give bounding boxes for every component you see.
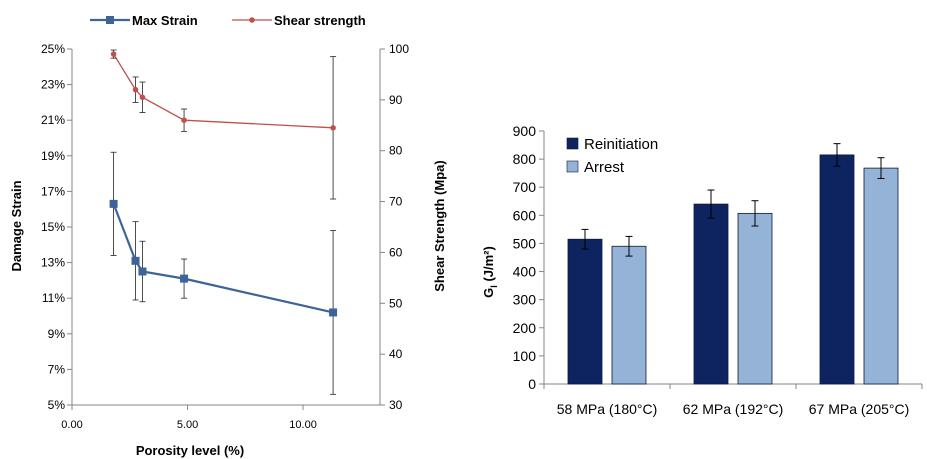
left-y-tick-label: 21% xyxy=(41,113,65,127)
bar-y-axis-title: GI (J/m²) xyxy=(481,246,499,298)
right-y-tick-label: 80 xyxy=(389,144,403,158)
bar-y-tick-label: 800 xyxy=(513,151,537,167)
right-y-tick-label: 60 xyxy=(389,245,403,259)
bar-category-label: 58 MPa (180°C) xyxy=(557,401,658,417)
right-y-tick-label: 70 xyxy=(389,195,403,209)
shear-strength-marker xyxy=(330,125,336,131)
left-y-tick-label: 23% xyxy=(41,78,65,92)
right-y-tick-label: 100 xyxy=(389,42,409,56)
shear-strength-marker xyxy=(132,86,139,93)
left-y-tick-label: 5% xyxy=(48,398,66,412)
right-y-tick-label: 50 xyxy=(389,296,403,310)
arrest-bar xyxy=(611,245,647,385)
max-strain-marker xyxy=(329,308,338,317)
bar-y-tick-label: 0 xyxy=(528,376,536,392)
bar-y-tick-label: 400 xyxy=(513,264,537,280)
reinitiation-bar xyxy=(693,203,729,385)
right-y-tick-label: 30 xyxy=(389,398,403,412)
bar-legend: Reinitiation Arrest xyxy=(566,136,658,176)
left-y-tick-label: 25% xyxy=(41,42,65,56)
porosity-line-chart: 5% 7% 9% 11% 13% 15% 17% 19% 21% 23% 25% 30 40 50 60 70… xyxy=(9,13,447,458)
shear-strength-marker xyxy=(110,51,117,57)
bar-y-tick-label: 100 xyxy=(513,348,537,364)
shear-strength-line xyxy=(113,53,334,129)
left-series-marks xyxy=(109,49,338,395)
bar-series-marks xyxy=(567,143,899,385)
legend-max-strain-label: Max Strain xyxy=(132,13,198,28)
x-tick-label: 10.00 xyxy=(289,419,317,431)
max-strain-line xyxy=(112,203,334,314)
bar-y-tick-label: 600 xyxy=(513,207,537,223)
left-y-tick-label: 7% xyxy=(48,362,66,376)
bar-category-label: 67 MPa (205°C) xyxy=(809,401,910,417)
legend-arrest-label: Arrest xyxy=(584,159,625,176)
arrest-bar xyxy=(863,167,899,385)
right-y-axis-title: Shear Strength (Mpa) xyxy=(432,160,447,291)
left-y-axis-title: Damage Strain xyxy=(9,180,24,271)
right-y-tick-label: 90 xyxy=(389,93,403,107)
bar-y-tick-label: 300 xyxy=(513,292,537,308)
bar-y-tick-label: 500 xyxy=(513,235,537,251)
max-strain-marker xyxy=(180,274,189,283)
bar-y-tick-label: 900 xyxy=(513,123,537,139)
left-y-tick-label: 9% xyxy=(48,327,66,341)
left-y-tick-label: 15% xyxy=(41,220,65,234)
shear-strength-marker xyxy=(181,117,187,123)
left-y-tick-label: 19% xyxy=(41,149,65,163)
arrest-bar xyxy=(737,212,773,385)
x-axis-title: Porosity level (%) xyxy=(136,443,244,458)
bar-category-label: 62 MPa (192°C) xyxy=(683,401,784,417)
left-y-tick-label: 17% xyxy=(41,184,65,198)
legend-reinitiation-swatch xyxy=(566,137,579,150)
right-y-tick-label: 40 xyxy=(389,347,403,361)
max-strain-marker xyxy=(109,199,118,208)
legend-shear-strength-label: Shear strength xyxy=(274,13,366,28)
left-y-tick-label: 11% xyxy=(42,291,65,305)
reinitiation-bar xyxy=(567,238,603,385)
energy-bar-chart: 0 100 200 300 400 500 600 700 800 900 58 MPa (180°… xyxy=(481,123,923,417)
bar-y-tick-label: 700 xyxy=(513,179,537,195)
x-tick-label: 5.00 xyxy=(177,419,198,431)
bar-y-tick-label: 200 xyxy=(513,320,537,336)
legend-max-strain-marker xyxy=(106,16,114,24)
left-axes: 5% 7% 9% 11% 13% 15% 17% 19% 21% 23% 25% 30 40 50 60 70… xyxy=(41,42,409,431)
max-strain-marker xyxy=(138,267,147,276)
bar-axes: 0 100 200 300 400 500 600 700 800 900 58 MPa (180°… xyxy=(513,123,923,417)
legend-reinitiation-label: Reinitiation xyxy=(584,136,658,153)
legend-shear-strength-marker xyxy=(249,17,255,23)
left-y-tick-label: 13% xyxy=(41,256,65,270)
legend-arrest-swatch xyxy=(566,160,579,173)
x-tick-label: 0.00 xyxy=(61,419,82,431)
max-strain-marker xyxy=(131,256,140,265)
left-legend: Max Strain Shear strength xyxy=(90,13,366,28)
shear-strength-marker xyxy=(139,94,146,101)
reinitiation-bar xyxy=(819,154,855,385)
